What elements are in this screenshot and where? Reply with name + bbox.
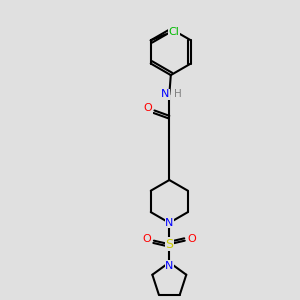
Text: S: S	[165, 238, 173, 251]
Text: H: H	[174, 89, 182, 99]
Text: O: O	[143, 103, 152, 113]
Text: Cl: Cl	[169, 27, 179, 37]
Text: N: N	[165, 218, 173, 228]
Text: N: N	[161, 89, 169, 99]
Text: O: O	[188, 234, 196, 244]
Text: N: N	[165, 261, 173, 271]
Text: O: O	[142, 234, 151, 244]
